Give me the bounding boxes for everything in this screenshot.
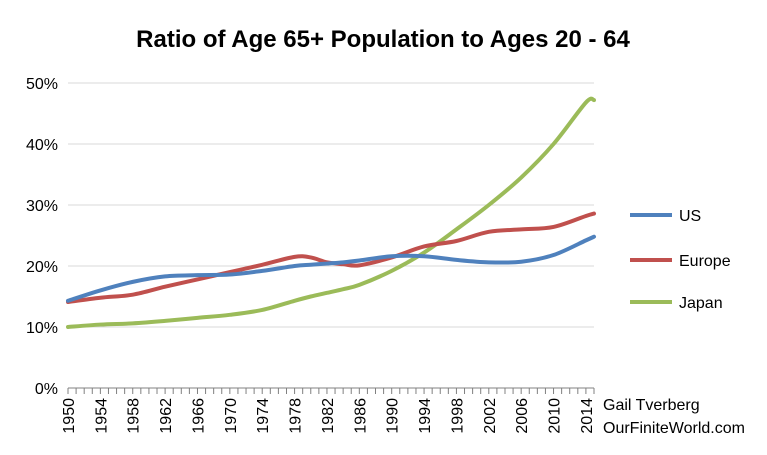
y-tick-label: 10% <box>26 320 58 337</box>
legend-label-europe: Europe <box>679 253 731 270</box>
grid-lines <box>68 82 594 328</box>
x-tick-label: 1970 <box>223 398 240 434</box>
x-tick-label: 1962 <box>158 398 175 434</box>
x-tick-label: 1998 <box>449 398 466 434</box>
credit-website: OurFiniteWorld.com <box>603 420 745 437</box>
x-tick-label: 1982 <box>320 398 337 434</box>
x-tick-label: 1966 <box>190 398 207 434</box>
x-tick-label: 2006 <box>514 398 531 434</box>
x-axis: 1950 1954 1958 1962 1966 1970 1974 1978 1982 1986… <box>61 387 596 434</box>
x-tick-label: 2010 <box>547 398 564 434</box>
y-tick-label: 20% <box>26 259 58 276</box>
series-lines <box>66 96 596 329</box>
legend: US Europe Japan <box>630 208 731 312</box>
x-tick-label: 2002 <box>482 398 499 434</box>
x-tick-label: 1950 <box>61 398 78 434</box>
x-tick-label: 1990 <box>385 398 402 434</box>
series-line-japan <box>66 96 596 329</box>
x-tick-label: 1958 <box>126 398 143 434</box>
y-tick-label: 30% <box>26 198 58 215</box>
x-tick-label: 2014 <box>579 398 596 434</box>
x-tick-label: 1986 <box>352 398 369 434</box>
y-tick-label: 40% <box>26 137 58 154</box>
legend-label-japan: Japan <box>679 295 723 312</box>
series-line-us <box>66 234 596 303</box>
y-axis-tick-labels: 0% 10% 20% 30% 40% 50% <box>26 76 58 398</box>
x-tick-label: 1974 <box>255 398 272 434</box>
x-tick-label: 1954 <box>93 398 110 434</box>
y-tick-label: 0% <box>35 381 58 398</box>
chart-title: Ratio of Age 65+ Population to Ages 20 -… <box>136 26 630 53</box>
credit-author: Gail Tverberg <box>603 397 700 414</box>
legend-label-us: US <box>679 208 701 225</box>
y-tick-label: 50% <box>26 76 58 93</box>
series-line-europe <box>66 211 596 304</box>
x-tick-label: 1994 <box>417 398 434 434</box>
x-tick-label: 1978 <box>288 398 305 434</box>
